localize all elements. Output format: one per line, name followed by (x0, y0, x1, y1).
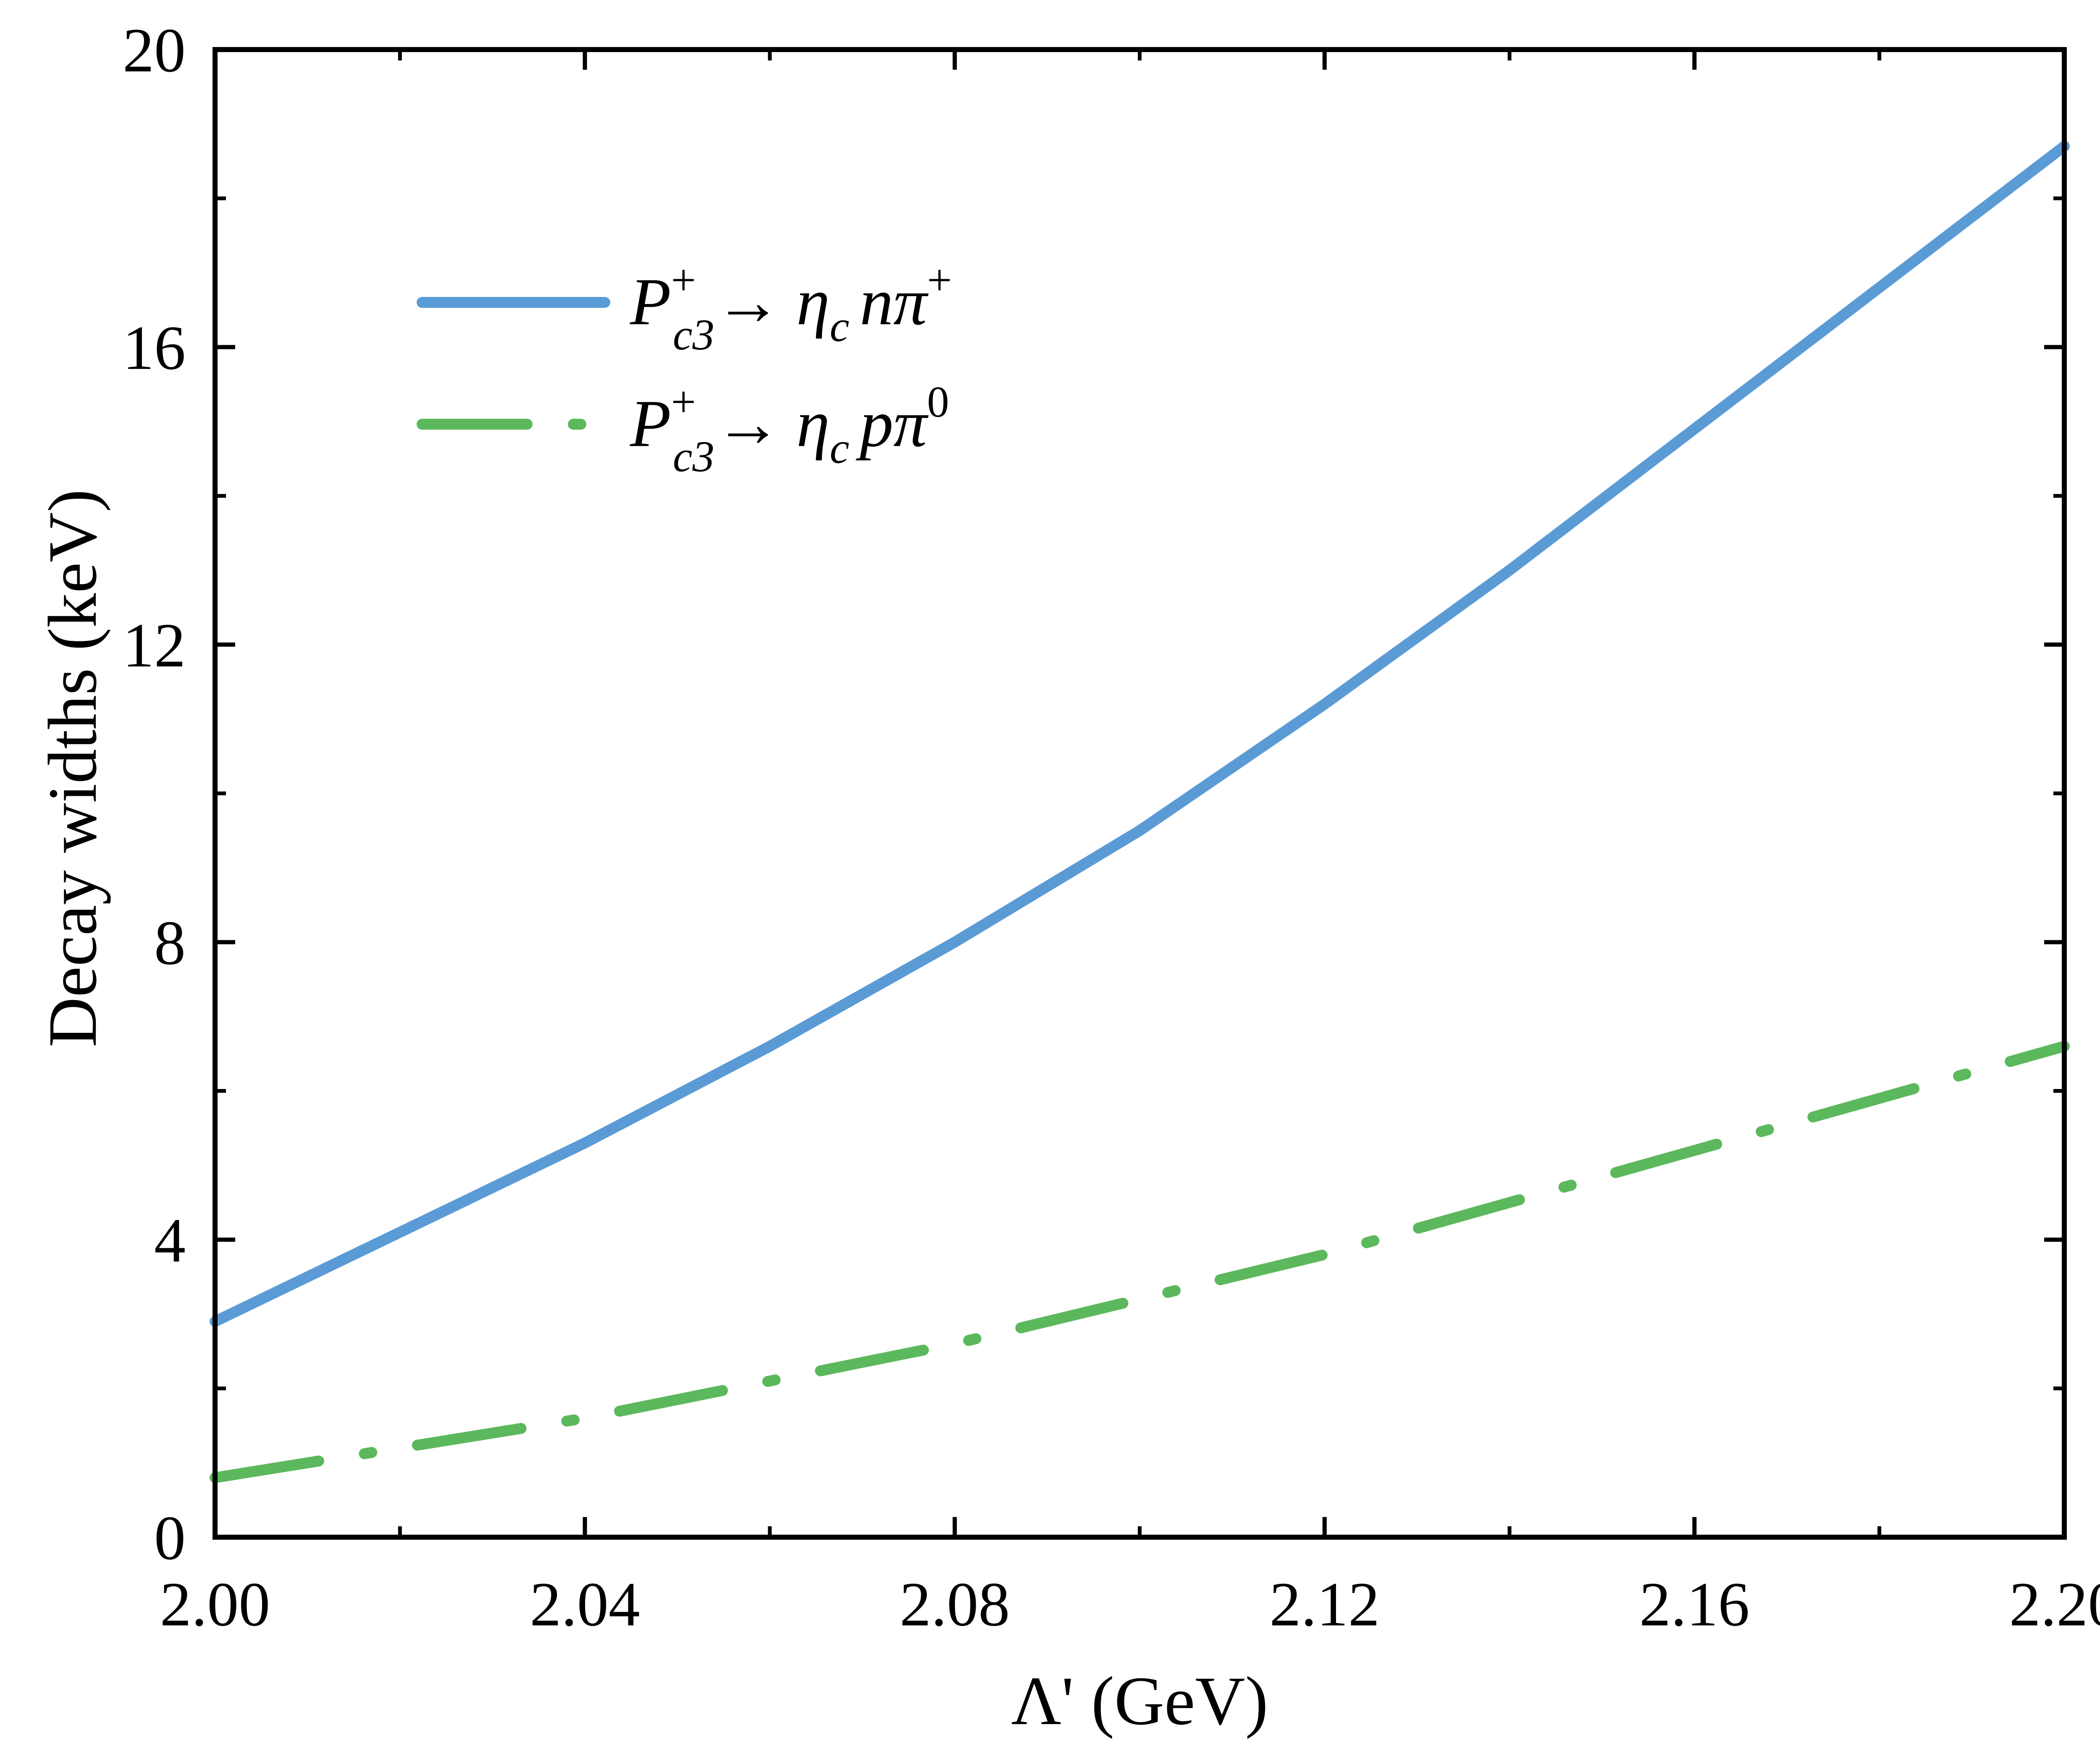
legend-p: P (630, 264, 671, 339)
x-axis-title: Λ' (GeV) (1011, 1662, 1268, 1739)
legend-sub: c3 (673, 310, 714, 359)
x-tick-label: 2.04 (530, 1570, 640, 1639)
plot-frame (213, 47, 2067, 1540)
legend-pi: π (893, 386, 929, 461)
y-axis-title: Decay widths (keV) (34, 489, 111, 1047)
legend-arrow: → (714, 386, 782, 461)
series-line-1 (210, 1041, 2070, 1483)
legend-sup: + (671, 255, 696, 304)
x-tick-label: 2.20 (2009, 1570, 2100, 1639)
legend-sup: + (671, 377, 696, 426)
legend-entry-neutron: P+ c3→ ηc nπ+ (417, 255, 952, 359)
y-tick-label: 8 (154, 908, 186, 978)
legend-eta: η (796, 264, 830, 339)
legend-entry-proton: P+ c3→ ηc pπ0 (417, 377, 949, 481)
y-tick-label: 12 (123, 611, 186, 680)
legend-label-neutron: P+ c3→ ηc nπ+ (630, 255, 952, 359)
legend-arrow: → (714, 264, 782, 339)
x-tick-label: 2.08 (900, 1570, 1010, 1639)
legend-particle: n (860, 264, 893, 339)
legend-pi-sup: 0 (927, 377, 949, 426)
legend-eta-sub: c (830, 423, 849, 472)
labels-layer: 2.00 2.04 2.08 2.12 2.16 2.20 0 4 8 12 16 20 (123, 16, 2100, 1639)
series-layer (210, 141, 2070, 1483)
series-line-0 (210, 141, 2070, 1327)
legend-particle: p (856, 386, 893, 461)
y-tick-label: 20 (123, 16, 186, 85)
y-tick-label: 4 (154, 1206, 186, 1276)
legend-pi-sup: + (927, 255, 952, 304)
ticks-layer (213, 47, 2066, 1539)
legend-label-proton: P+ c3→ ηc pπ0 (630, 377, 949, 481)
x-tick-label: 2.00 (160, 1570, 270, 1639)
legend: P+ c3→ ηc nπ+ P+ c3→ ηc pπ0 (417, 255, 952, 481)
legend-eta: η (796, 386, 830, 461)
y-tick-label: 16 (123, 313, 186, 383)
legend-p: P (630, 386, 671, 461)
x-tick-label: 2.16 (1639, 1570, 1750, 1639)
x-tick-label: 2.12 (1270, 1570, 1380, 1639)
legend-sub: c3 (673, 432, 714, 481)
legend-eta-sub: c (830, 302, 849, 351)
y-tick-label: 0 (154, 1503, 186, 1573)
legend-pi: π (893, 264, 929, 339)
